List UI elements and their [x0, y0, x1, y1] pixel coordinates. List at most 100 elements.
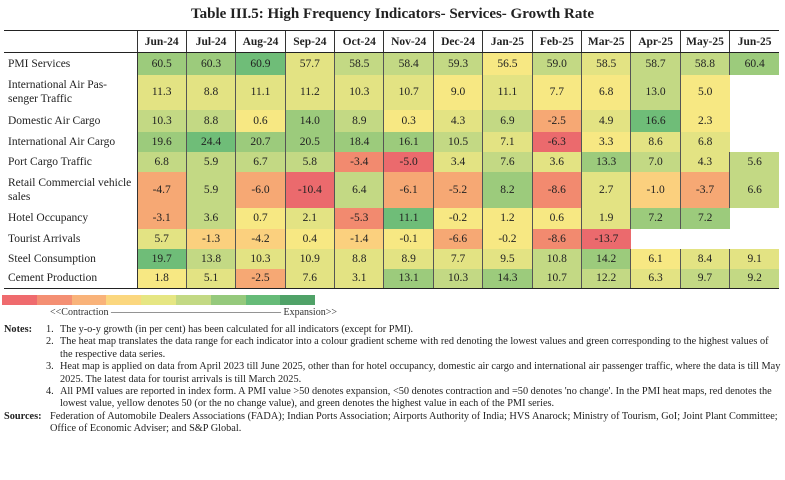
heatmap-cell: -6.3 — [531, 131, 582, 152]
heatmap-cell: 10.3 — [136, 109, 187, 132]
heatmap-cell: 8.8 — [185, 109, 236, 132]
heatmap-cell: 0.7 — [235, 207, 286, 229]
heatmap-cell: 11.1 — [235, 74, 286, 110]
heatmap-cell: -2.5 — [531, 109, 582, 132]
heatmap-cell: 11.2 — [284, 74, 335, 110]
note-number: 1. — [46, 324, 54, 335]
column-header-jun-25: Jun-25 — [729, 30, 780, 53]
note-number: 2. — [46, 336, 54, 348]
column-header-nov-24: Nov-24 — [383, 30, 434, 53]
heatmap-cell: -1.0 — [630, 171, 681, 208]
legend-swatch — [210, 295, 246, 305]
heatmap-cell: 6.8 — [679, 131, 730, 152]
row-label: Port Cargo Traffic — [4, 151, 138, 172]
note-number: 3. — [46, 361, 54, 373]
row-label: Domestic Air Cargo — [4, 109, 138, 132]
heatmap-cell: 20.7 — [235, 131, 286, 152]
heatmap-cell: 11.1 — [383, 207, 434, 229]
heatmap-cell: -6.1 — [383, 171, 434, 208]
column-header-jan-25: Jan-25 — [482, 30, 533, 53]
heatmap-cell: 58.7 — [630, 52, 681, 75]
heatmap-cell: 11.1 — [482, 74, 533, 110]
heatmap-cell: 0.6 — [235, 109, 286, 132]
heatmap-cell — [730, 75, 779, 110]
heatmap-cell: -2.5 — [235, 268, 286, 289]
heatmap-cell: 6.3 — [630, 268, 681, 289]
column-header-sep-24: Sep-24 — [284, 30, 335, 53]
heatmap-cell: -8.6 — [531, 228, 582, 249]
heatmap-cell — [730, 110, 779, 132]
heatmap-cell: 8.9 — [334, 109, 384, 132]
note-text: The y-o-y growth (in per cent) has been … — [60, 324, 414, 335]
legend-swatch — [2, 295, 37, 305]
heatmap-cell: 10.7 — [383, 74, 434, 110]
row-label: Cement Production — [4, 268, 138, 289]
heatmap-cell: -4.2 — [235, 228, 286, 249]
row-label: Hotel Occupancy — [4, 207, 138, 229]
heatmap-cell: 19.7 — [136, 248, 187, 269]
heatmap-cell: 10.9 — [284, 248, 335, 269]
column-header-apr-25: Apr-25 — [630, 30, 681, 53]
heatmap-cell: 8.9 — [383, 248, 434, 269]
row-label: International Air Cargo — [4, 131, 138, 152]
heatmap-cell: 58.4 — [383, 52, 434, 75]
column-header-aug-24: Aug-24 — [235, 30, 286, 53]
heatmap-cell: 6.8 — [136, 151, 187, 172]
heatmap-cell: -4.7 — [136, 171, 187, 208]
heatmap-cell: 7.6 — [284, 268, 335, 289]
heatmap-cell: -0.2 — [482, 228, 533, 249]
heatmap-cell: 7.2 — [679, 207, 730, 229]
heatmap-cell: 12.2 — [581, 268, 631, 289]
heatmap-cell: 5.6 — [729, 151, 780, 172]
heatmap-cell: 1.8 — [136, 268, 187, 289]
heatmap-cell: 10.5 — [432, 131, 483, 152]
heatmap-cell: 59.3 — [432, 52, 483, 75]
heatmap-cell: 9.0 — [432, 74, 483, 110]
heatmap-cell: 2.7 — [581, 171, 631, 208]
row-label: Steel Consumption — [4, 248, 138, 269]
heatmap-cell: 16.1 — [383, 131, 434, 152]
heatmap-cell: -3.7 — [679, 171, 730, 208]
heatmap-cell: 8.2 — [482, 171, 533, 208]
heatmap-cell: 11.3 — [136, 74, 187, 110]
heatmap-cell — [730, 229, 779, 249]
heatmap-cell: 13.3 — [581, 151, 631, 172]
heatmap-cell: 24.4 — [185, 131, 236, 152]
note-item: 3. Heat map is applied on data from April… — [4, 361, 782, 386]
heatmap-cell: -0.1 — [383, 228, 434, 249]
heatmap-cell: 3.1 — [334, 268, 384, 289]
note-item: 4. All PMI values are reported in index f… — [4, 386, 782, 411]
heatmap-cell — [631, 229, 680, 249]
heatmap-cell: 58.5 — [581, 52, 631, 75]
heatmap-cell: 0.4 — [284, 228, 335, 249]
heatmap-cell: -5.3 — [334, 207, 384, 229]
heatmap-cell: 59.0 — [531, 52, 582, 75]
row-label: PMI Services — [4, 52, 138, 75]
heatmap-cell: 8.4 — [679, 248, 730, 269]
heatmap-cell — [730, 208, 779, 229]
heatmap-cell: -3.4 — [334, 151, 384, 172]
heatmap-cell: 10.7 — [531, 268, 582, 289]
header-row: Jun-24 Jul-24 Aug-24 Sep-24 Oct-24 Nov-24 Dec-… — [4, 30, 780, 53]
sources-label: Sources: — [4, 410, 42, 422]
heatmap-cell: 2.3 — [679, 109, 730, 132]
legend-label: <<Contraction ————————————————— Expansio… — [50, 307, 337, 318]
row-label: International Air Pas- senger Traffic — [4, 74, 138, 110]
table-title: Table III.5: High Frequency Indicators- … — [190, 6, 595, 22]
heatmap-cell: 9.7 — [679, 268, 730, 289]
heatmap-cell: 0.6 — [531, 207, 582, 229]
column-header-jul-24: Jul-24 — [185, 30, 236, 53]
heatmap-cell: 5.8 — [284, 151, 335, 172]
heatmap-cell: 6.9 — [482, 109, 533, 132]
heatmap-cell: 7.1 — [482, 131, 533, 152]
heatmap-cell: 8.8 — [334, 248, 384, 269]
heatmap-cell: 4.3 — [432, 109, 483, 132]
legend-swatch — [106, 295, 142, 305]
heatmap-cell: 14.2 — [581, 248, 631, 269]
legend-swatch — [175, 295, 211, 305]
heatmap-cell: 5.7 — [136, 228, 187, 249]
heatmap-cell: 14.0 — [284, 109, 335, 132]
row-label: Retail Commercial vehicle sales — [4, 171, 138, 208]
heatmap-cell: 7.6 — [482, 151, 533, 172]
note-text: The heat map translates the data range f… — [60, 336, 769, 360]
